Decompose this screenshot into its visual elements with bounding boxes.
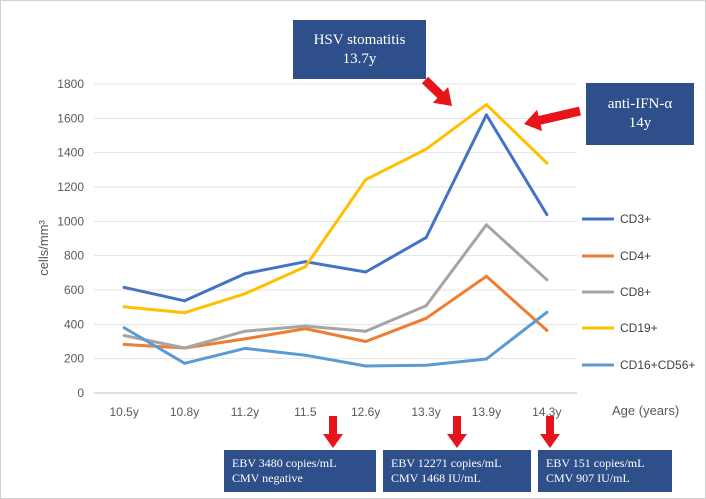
red-arrow-icon — [447, 416, 467, 448]
data-point — [424, 363, 428, 367]
data-point — [122, 285, 126, 289]
virus-box-2-cmv: CMV 1468 IU/mL — [391, 471, 481, 485]
y-tick-label: 800 — [64, 249, 84, 263]
data-point — [545, 328, 549, 332]
data-point — [303, 260, 307, 264]
data-point — [183, 311, 187, 315]
virus-box-3-cmv: CMV 907 IU/mL — [546, 471, 630, 485]
series-line-cd3 — [122, 113, 549, 303]
hsv-callout-line1: HSV stomatitis — [313, 31, 406, 48]
data-point — [484, 103, 488, 107]
red-arrow-icon — [421, 76, 452, 106]
legend-label: CD8+ — [620, 285, 651, 299]
x-tick-label: 13.3y — [411, 405, 440, 419]
red-arrow-icon — [540, 416, 560, 448]
data-point — [303, 265, 307, 269]
data-point — [122, 326, 126, 330]
series-line-cd8 — [122, 223, 549, 350]
y-axis-ticks: 0 200 400 600 800 1000 1200 1400 1600 1800 — [57, 77, 84, 400]
virus-box-1-cmv: CMV negative — [232, 471, 303, 485]
data-point — [303, 353, 307, 357]
virus-box-1-ebv: EBV 3480 copies/mL — [232, 456, 337, 470]
red-arrow-icon — [323, 416, 343, 448]
legend-label: CD16+CD56+ — [620, 358, 695, 372]
data-point — [243, 292, 247, 296]
data-point — [484, 357, 488, 361]
y-tick-label: 1800 — [57, 77, 84, 91]
y-tick-label: 1000 — [57, 214, 84, 228]
x-tick-label: 11.5 — [294, 405, 317, 419]
data-point — [243, 346, 247, 350]
y-tick-label: 600 — [64, 283, 84, 297]
legend-label: CD3+ — [620, 212, 651, 226]
y-tick-label: 200 — [64, 352, 84, 366]
data-point — [243, 272, 247, 276]
data-point — [303, 327, 307, 331]
virus-box-2-ebv: EBV 12271 copies/mL — [391, 456, 502, 470]
x-tick-label: 11.2y — [231, 405, 259, 419]
x-tick-label: 12.6y — [351, 405, 380, 419]
data-point — [545, 161, 549, 165]
data-point — [545, 212, 549, 216]
data-point — [243, 329, 247, 333]
ifn-callout-line1: anti-IFN-α — [607, 96, 673, 112]
data-point — [545, 278, 549, 282]
y-axis-title: cells/mm³ — [36, 220, 51, 276]
legend-label: CD4+ — [620, 249, 651, 263]
data-point — [243, 337, 247, 341]
hsv-callout-line2: 13.7y — [342, 50, 377, 67]
y-tick-label: 1400 — [57, 146, 84, 160]
y-tick-label: 400 — [64, 317, 84, 331]
data-point — [364, 178, 368, 182]
data-point — [545, 310, 549, 314]
hsv-stomatitis-callout: HSV stomatitis 13.7y — [293, 20, 426, 79]
series-line-cd16-cd56 — [122, 310, 549, 368]
data-point — [364, 329, 368, 333]
y-tick-label: 1200 — [57, 180, 84, 194]
y-tick-label: 0 — [77, 386, 84, 400]
x-tick-label: 13.9y — [472, 405, 501, 419]
data-point — [424, 236, 428, 240]
ifn-callout-line2: 14y — [628, 115, 652, 131]
x-axis-title: Age (years) — [612, 403, 679, 418]
x-axis-ticks: 10.5y 10.8y 11.2y 11.5 12.6y 13.3y 13.9y 14.3y — [110, 405, 562, 419]
series-lines — [122, 103, 549, 368]
data-point — [122, 333, 126, 337]
data-point — [424, 147, 428, 151]
legend: CD3+ CD4+ CD8+ CD19+ CD16+CD56+ — [582, 212, 695, 372]
series-line-cd19 — [122, 103, 549, 315]
arrows — [323, 76, 581, 448]
virus-load-box-3: EBV 151 copies/mL CMV 907 IU/mL — [538, 450, 672, 492]
red-arrow-icon — [524, 106, 581, 132]
legend-label: CD19+ — [620, 321, 658, 335]
virus-box-3-ebv: EBV 151 copies/mL — [546, 456, 645, 470]
data-point — [484, 223, 488, 227]
data-point — [364, 364, 368, 368]
x-tick-label: 10.8y — [170, 405, 199, 419]
data-point — [424, 304, 428, 308]
data-point — [183, 346, 187, 350]
data-point — [183, 299, 187, 303]
data-point — [122, 342, 126, 346]
data-point — [183, 361, 187, 365]
data-point — [364, 340, 368, 343]
data-point — [303, 324, 307, 328]
virus-load-box-1: EBV 3480 copies/mL CMV negative — [224, 450, 376, 492]
data-point — [484, 274, 488, 278]
y-tick-label: 1600 — [57, 111, 84, 125]
x-tick-label: 10.5y — [110, 405, 139, 419]
anti-ifn-callout: anti-IFN-α 14y — [586, 83, 694, 145]
virus-load-box-2: EBV 12271 copies/mL CMV 1468 IU/mL — [383, 450, 531, 492]
data-point — [424, 316, 428, 320]
data-point — [364, 270, 368, 274]
x-tick-label: 14.3y — [532, 405, 561, 419]
data-point — [484, 113, 488, 117]
data-point — [122, 305, 126, 309]
